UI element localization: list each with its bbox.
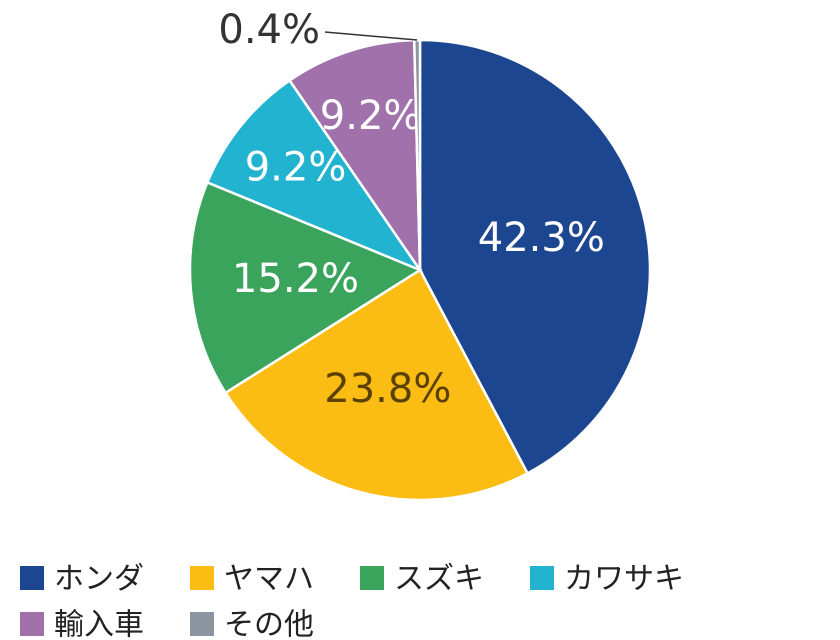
pie-slice: [223, 268, 530, 502]
leader-line: [324, 31, 418, 41]
legend-swatch: [530, 566, 554, 590]
pie-slice: [205, 78, 424, 273]
legend-label: ホンダ: [54, 562, 144, 597]
pie-slice: [418, 38, 652, 476]
value-label: 23.8%: [324, 366, 451, 412]
legend-label: スズキ: [394, 562, 484, 597]
value-label: 42.3%: [478, 215, 605, 261]
legend-swatch: [360, 566, 384, 590]
value-label: 15.2%: [232, 256, 359, 302]
legend-label: その他: [224, 608, 314, 640]
legend-label: カワサキ: [564, 562, 684, 597]
legend-swatch: [190, 566, 214, 590]
legend-label: ヤマハ: [224, 562, 314, 597]
value-label: 9.2%: [245, 144, 347, 190]
legend-label: 輸入車: [54, 608, 144, 640]
value-label: 0.4%: [218, 7, 320, 53]
pie-slice: [188, 180, 423, 395]
legend-swatch: [20, 566, 44, 590]
value-label: 9.2%: [320, 93, 422, 139]
legend-swatch: [190, 612, 214, 636]
legend-swatch: [20, 612, 44, 636]
pie-slice: [287, 38, 422, 275]
